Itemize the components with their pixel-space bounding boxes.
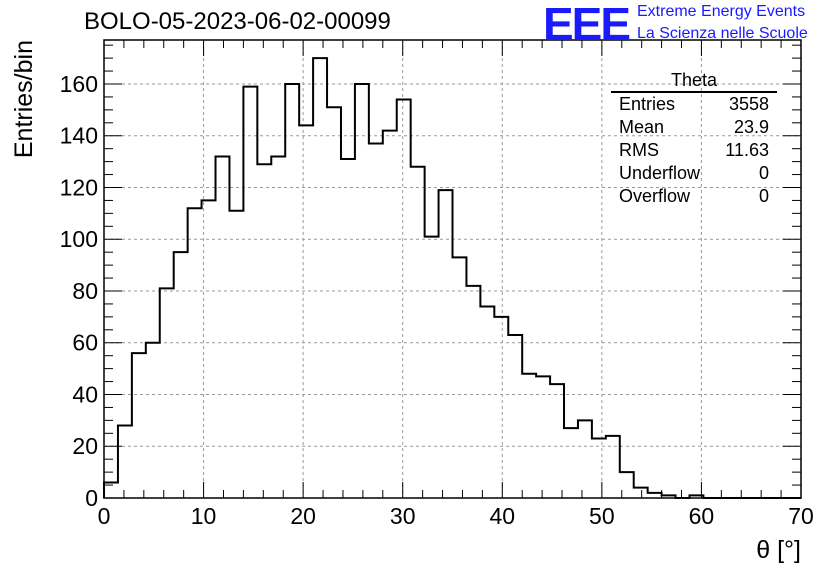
x-tick-label: 20: [290, 503, 316, 529]
histogram-bin: [313, 58, 327, 498]
histogram-bin: [160, 288, 174, 498]
y-tick-label: 20: [72, 433, 98, 459]
histogram-bin: [299, 125, 313, 498]
y-tick-label: 140: [60, 123, 98, 149]
brand-line-1: Extreme Energy Events: [637, 3, 806, 20]
y-axis-label: Entries/bin: [10, 40, 38, 158]
histogram-bin: [592, 438, 606, 498]
stats-label: Overflow: [619, 186, 691, 206]
y-tick-label: 160: [60, 71, 98, 97]
y-tick-label: 80: [72, 278, 98, 304]
histogram-bin: [118, 426, 132, 498]
x-tick-label: 0: [98, 503, 111, 529]
histogram-bin: [453, 257, 467, 498]
histogram-bin: [397, 100, 411, 498]
stats-value: 0: [758, 163, 769, 183]
histogram-bin: [257, 164, 271, 498]
histogram-bin: [132, 353, 146, 498]
stats-label: Mean: [619, 117, 665, 137]
histogram-bin: [550, 384, 564, 498]
histogram-bin: [522, 374, 536, 498]
brand-line-2: La Scienza nelle Scuole: [637, 25, 808, 42]
histogram-bin: [229, 211, 243, 498]
x-tick-label: 70: [788, 503, 814, 529]
stats-value: 23.9: [733, 117, 769, 137]
histogram-bin: [494, 317, 508, 498]
y-tick-label: 60: [72, 330, 98, 356]
y-tick-label: 120: [60, 174, 98, 200]
histogram-bin: [341, 159, 355, 498]
stats-title: Theta: [611, 70, 777, 93]
grid-lines: [104, 40, 801, 498]
histogram-outline: [103, 57, 801, 499]
x-tick-label: 50: [589, 503, 615, 529]
y-tick-labels: 0 20 40 60 80 100 120 140 160: [60, 71, 98, 511]
x-tick-labels: 0 10 20 30 40 50 60 70: [98, 503, 814, 529]
histogram-bin: [634, 488, 648, 498]
plot-frame: [103, 39, 802, 499]
x-tick-label: 10: [191, 503, 217, 529]
stats-label: Entries: [619, 94, 676, 114]
run-title: BOLO-05-2023-06-02-00099: [84, 8, 391, 35]
histogram-bin: [383, 131, 397, 498]
histogram-bin: [216, 156, 230, 498]
histogram-bin: [327, 107, 341, 498]
histogram-bin: [411, 167, 425, 498]
histogram-bin: [466, 286, 480, 498]
stats-row: RMS 11.63: [611, 139, 777, 162]
stats-row: Underflow 0: [611, 162, 777, 185]
stats-row: Overflow 0: [611, 185, 777, 208]
y-tick-label: 0: [85, 485, 98, 511]
histogram-bin: [480, 307, 494, 498]
stats-row: Entries 3558: [611, 93, 777, 116]
stats-label: Underflow: [619, 163, 701, 183]
histogram-bin: [146, 343, 160, 498]
histogram-bin: [439, 190, 453, 498]
x-tick-label: 60: [689, 503, 715, 529]
x-tick-label: 30: [390, 503, 416, 529]
eee-logo: EEE: [543, 0, 631, 50]
histogram-bin: [188, 208, 202, 498]
histogram-bin: [425, 237, 439, 498]
histogram-bin: [174, 252, 188, 498]
stats-value: 11.63: [725, 140, 769, 160]
stats-box: Theta Entries 3558 Mean 23.9 RMS 11.63 Unde…: [611, 70, 777, 208]
histogram-bin: [578, 420, 592, 498]
stats-value: 3558: [728, 94, 769, 114]
axis-ticks: [103, 40, 802, 499]
stats-label: RMS: [619, 140, 659, 160]
histogram-bin: [271, 156, 285, 498]
y-tick-label: 100: [60, 226, 98, 252]
histogram-bin: [606, 436, 620, 498]
x-axis-label: θ [°]: [756, 536, 801, 564]
y-tick-label: 40: [72, 381, 98, 407]
histogram-bin: [564, 428, 578, 498]
histogram-bin: [243, 87, 257, 498]
x-tick-label: 40: [489, 503, 515, 529]
stats-row: Mean 23.9: [611, 116, 777, 139]
histogram-bin: [369, 144, 383, 498]
histogram-bin: [508, 335, 522, 498]
stats-value: 0: [758, 186, 769, 206]
